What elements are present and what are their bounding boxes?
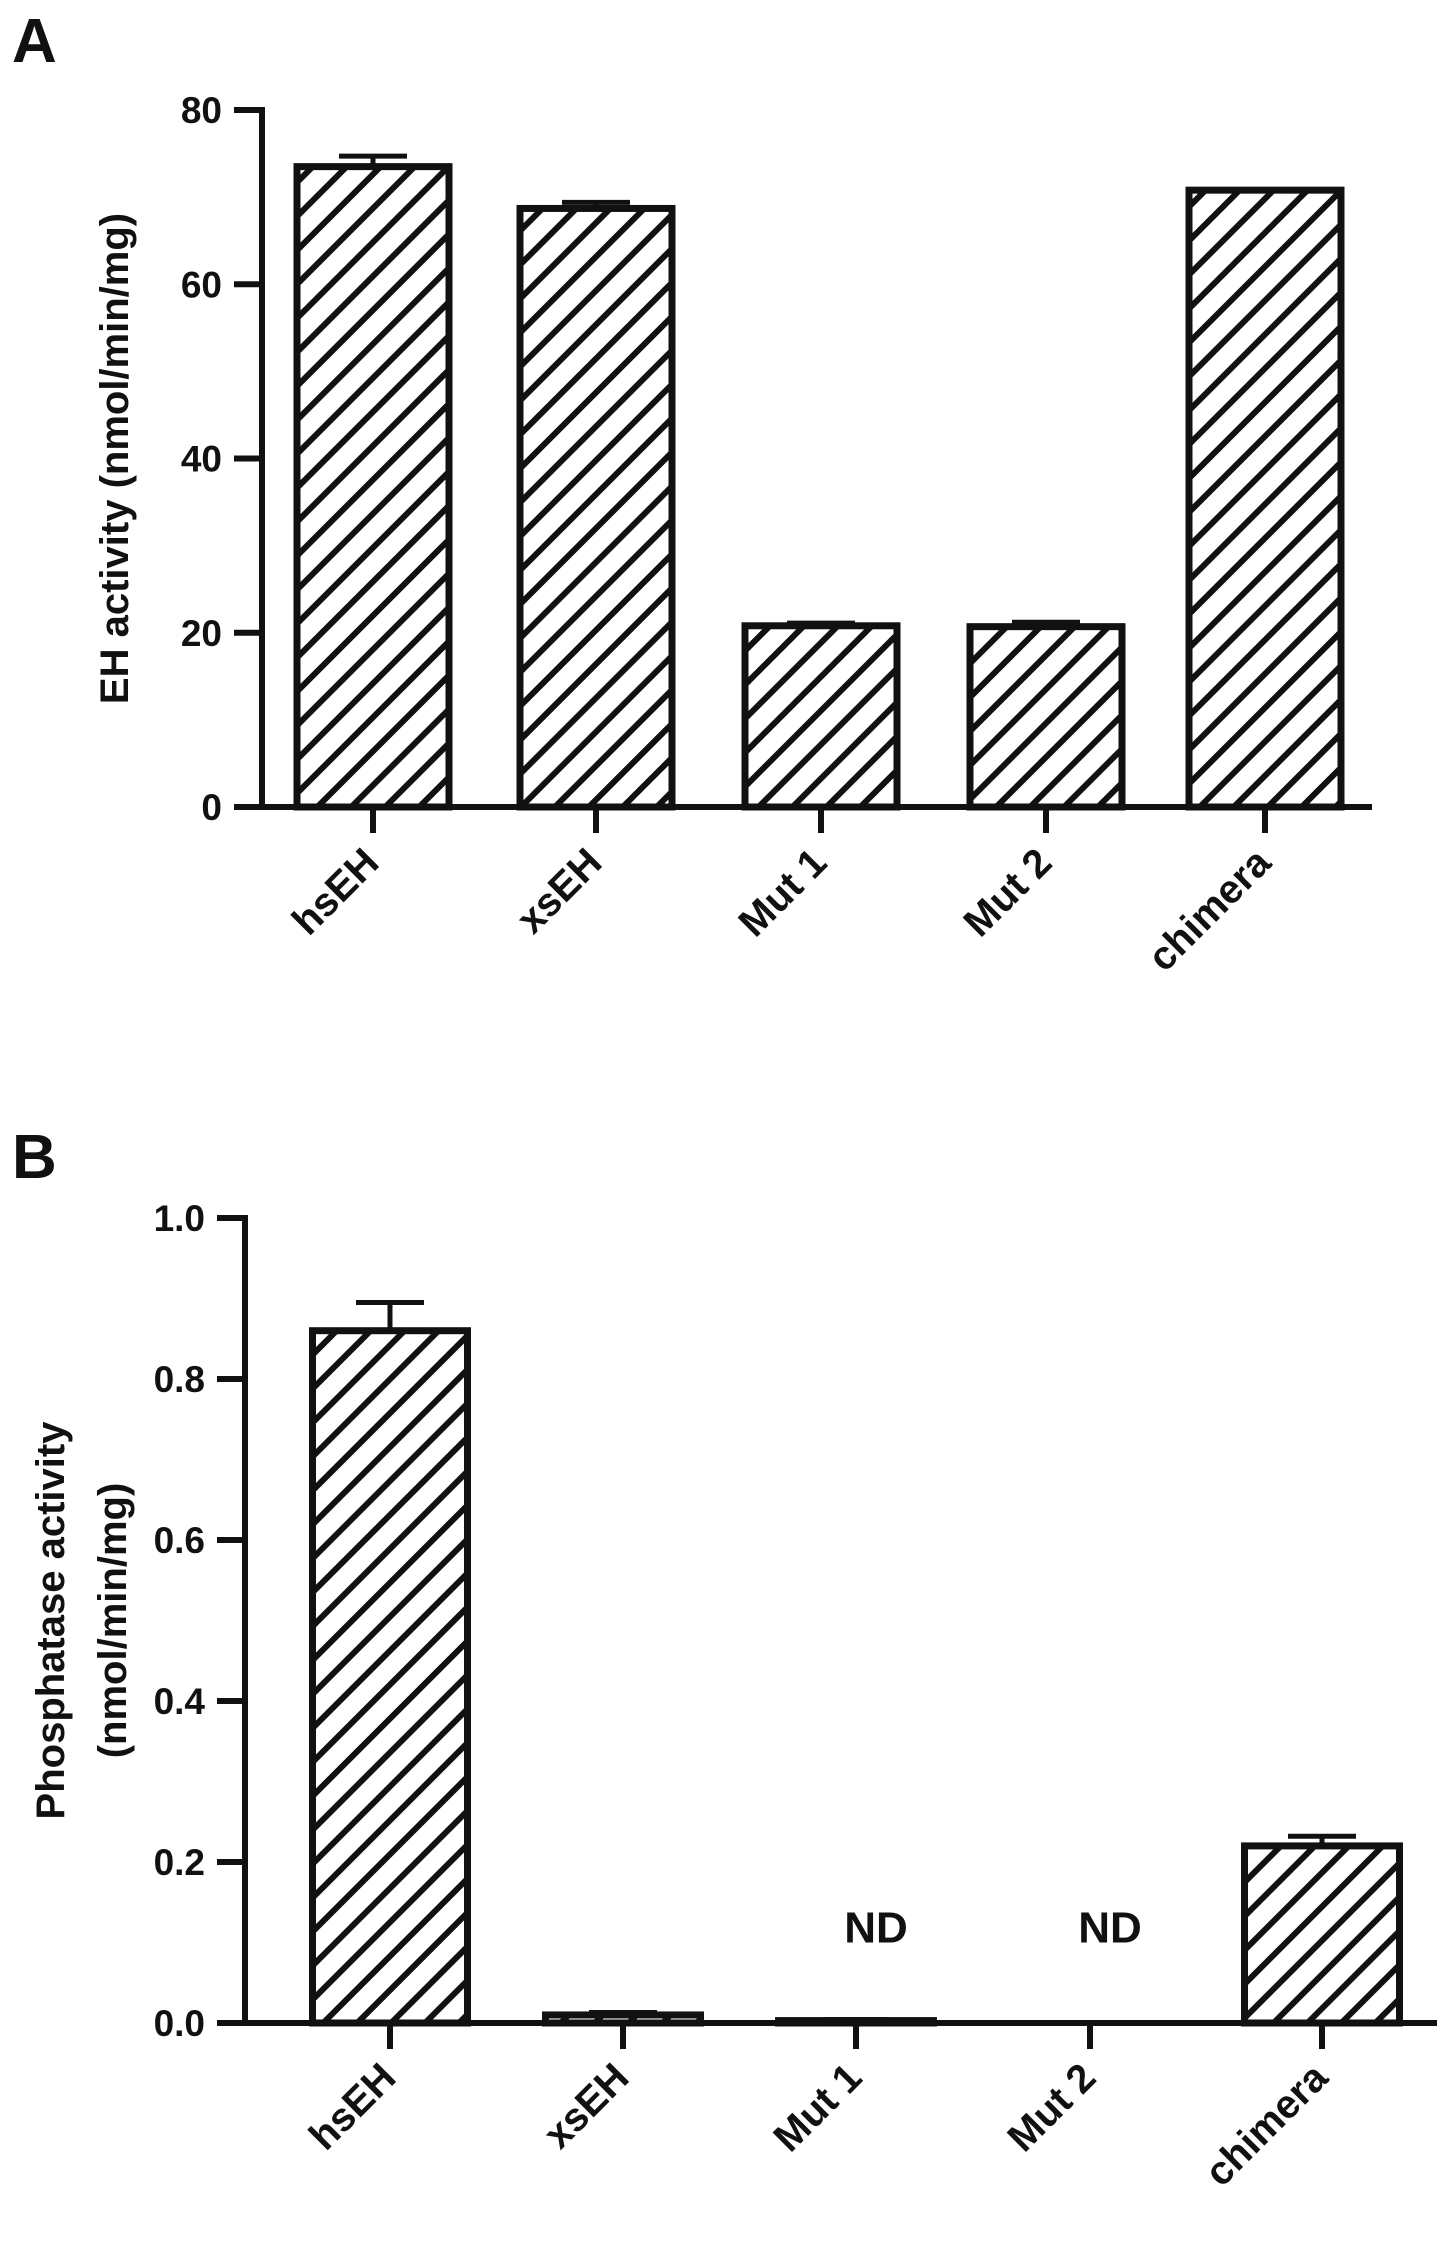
panel-a-bar-mut-1 [741,622,901,811]
panel-b-annotation-mut-2: ND [1078,1904,1142,1953]
panel-a-y-tick-label: 80 [181,90,222,131]
panel-b-x-label-xseh: xsEH [535,2055,637,2157]
panel-b-bar-hseh [309,1327,471,2027]
panel-b-y-axis-title-line-2: (nmol/min/mg) [91,1483,135,1759]
panel-b-y-tick-label: 0.8 [154,1359,205,1400]
panel-b-x-label-hseh: hsEH [301,2055,404,2158]
panel-b-y-tick-label: 0.4 [154,1681,206,1722]
panel-a-chart: A 0 20 40 60 80 EH activity (nmol/min/mg) hsEH x… [12,7,1372,980]
panel-b-bar-chimera [1241,1842,1403,2027]
panel-a-x-label-chimera: chimera [1140,840,1280,980]
panel-a-bar-mut-2 [966,623,1126,811]
panel-a-bar-xseh [516,204,676,811]
panel-b-annotation-mut-1: ND [844,1904,908,1953]
panel-a-letter: A [12,7,57,76]
panel-b-x-label-mut-1: Mut 1 [765,2055,870,2160]
panel-b-letter: B [12,1123,57,1192]
panel-a-y-tick-label: 60 [181,264,222,305]
panel-a-x-label-mut-2: Mut 2 [955,840,1060,945]
panel-a-bar-hseh [293,163,453,811]
panel-a-x-label-hseh: hsEH [284,840,387,943]
panel-a-y-tick-label: 0 [201,787,222,828]
panel-b-bar-xseh [542,2011,704,2027]
panel-b-y-tick-label: 0.2 [154,1842,205,1883]
panel-b-chart: B 0.0 0.2 0.4 0.6 0.8 1.0 Phosphatase activity (… [12,1123,1437,2195]
panel-b-y-tick-label: 1.0 [154,1198,205,1239]
panel-a-x-label-mut-1: Mut 1 [730,840,835,945]
panel-a-y-axis-title: EH activity (nmol/min/mg) [93,213,137,704]
panel-b-x-label-mut-2: Mut 2 [999,2055,1104,2160]
panel-a-y-tick-label: 40 [181,439,222,480]
panel-b-y-tick-label: 0.6 [154,1520,205,1561]
panel-b-x-label-chimera: chimera [1197,2055,1337,2195]
panel-a-x-label-xseh: xsEH [508,840,610,942]
panel-b-y-axis-title-line-1: Phosphatase activity [29,1421,73,1820]
panel-a-y-tick-label: 20 [181,613,222,654]
panel-a-bar-chimera [1185,186,1345,811]
panel-b-y-tick-label: 0.0 [154,2003,205,2044]
